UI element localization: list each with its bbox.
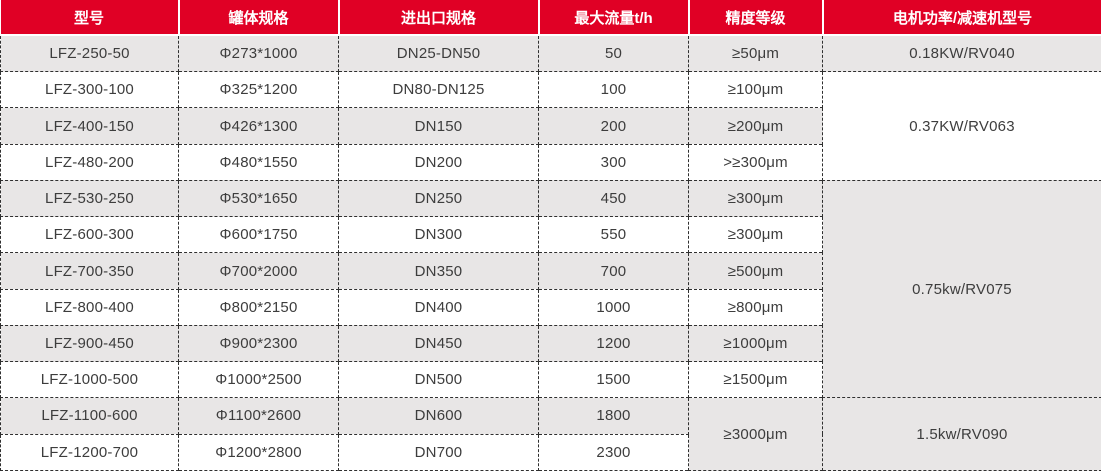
header-row: 型号 罐体规格 进出口规格 最大流量t/h 精度等级 电机功率/减速机型号 [0,0,1101,36]
cell-tank: Φ900*2300 [178,324,339,363]
table-row: LFZ-530-250 Φ530*1650 DN250 450 ≥300μm 0… [0,179,1101,399]
table-row: LFZ-1000-500 Φ1000*2500 DN500 1500 ≥1500… [0,361,1101,399]
cell-precision: >≥300μm [688,143,823,181]
table-row: LFZ-250-50 Φ273*1000 DN25-DN50 50 ≥50μm … [0,34,1101,73]
cell-model: LFZ-800-400 [0,288,179,326]
cell-port: DN600 [338,397,539,435]
table-row: LFZ-800-400 Φ800*2150 DN400 1000 ≥800μm [0,288,1101,326]
table-row: LFZ-600-300 Φ600*1750 DN300 550 ≥300μm [0,216,1101,254]
cell-model: LFZ-300-100 [0,71,179,109]
cell-flow: 1500 [538,361,689,399]
cell-port: DN700 [338,433,539,471]
cell-tank: Φ800*2150 [178,288,339,326]
spec-table-header: 型号 罐体规格 进出口规格 最大流量t/h 精度等级 电机功率/减速机型号 [0,0,1101,36]
cell-port: DN150 [338,107,539,145]
cell-flow: 1000 [538,288,689,326]
cell-precision: ≥50μm [688,34,823,73]
cell-port: DN200 [338,143,539,181]
cell-flow: 550 [538,216,689,254]
cell-motor: 1.5kw/RV090 [822,397,1101,471]
cell-port: DN25-DN50 [338,34,539,73]
cell-precision: ≥1500μm [688,361,823,399]
cell-motor: 0.18KW/RV040 [822,34,1101,73]
col-header-precision: 精度等级 [687,0,823,36]
cell-port: DN350 [338,252,539,290]
cell-tank: Φ325*1200 [178,71,339,109]
cell-flow: 100 [538,71,689,109]
table-row: LFZ-400-150 Φ426*1300 DN150 200 ≥200μm [0,107,1101,145]
table-row: LFZ-900-450 Φ900*2300 DN450 1200 ≥1000μm [0,324,1101,363]
table-row: LFZ-1100-600 Φ1100*2600 DN600 1800 ≥3000… [0,397,1101,471]
cell-model: LFZ-1200-700 [0,433,179,471]
cell-precision: ≥100μm [688,71,823,109]
cell-port: DN80-DN125 [338,71,539,109]
cell-model: LFZ-480-200 [0,143,179,181]
cell-tank: Φ273*1000 [178,34,339,73]
cell-tank: Φ426*1300 [178,107,339,145]
cell-model: LFZ-250-50 [0,34,179,73]
table-row: LFZ-300-100 Φ325*1200 DN80-DN125 100 ≥10… [0,71,1101,181]
cell-flow: 1800 [538,397,689,435]
cell-port: DN250 [338,179,539,218]
cell-model: LFZ-600-300 [0,216,179,254]
cell-flow: 450 [538,179,689,218]
spec-table-body: LFZ-250-50 Φ273*1000 DN25-DN50 50 ≥50μm … [0,34,1101,471]
cell-tank: Φ700*2000 [178,252,339,290]
cell-flow: 1200 [538,324,689,363]
cell-precision: ≥300μm [688,179,823,218]
table-row: LFZ-480-200 Φ480*1550 DN200 300 >≥300μm [0,143,1101,181]
cell-flow: 50 [538,34,689,73]
cell-port: DN500 [338,361,539,399]
cell-flow: 700 [538,252,689,290]
cell-precision: ≥500μm [688,252,823,290]
col-header-model: 型号 [0,0,179,36]
cell-precision: ≥1000μm [688,324,823,363]
cell-precision: ≥800μm [688,288,823,326]
col-header-tank: 罐体规格 [177,0,339,36]
cell-model: LFZ-1100-600 [0,397,179,435]
cell-motor: 0.75kw/RV075 [822,179,1101,399]
cell-port: DN300 [338,216,539,254]
col-header-port: 进出口规格 [337,0,539,36]
cell-tank: Φ1000*2500 [178,361,339,399]
cell-flow: 300 [538,143,689,181]
cell-model: LFZ-530-250 [0,179,179,218]
table-row: LFZ-700-350 Φ700*2000 DN350 700 ≥500μm [0,252,1101,290]
cell-model: LFZ-700-350 [0,252,179,290]
cell-model: LFZ-1000-500 [0,361,179,399]
cell-tank: Φ600*1750 [178,216,339,254]
cell-model: LFZ-900-450 [0,324,179,363]
cell-tank: Φ1200*2800 [178,433,339,471]
cell-model: LFZ-400-150 [0,107,179,145]
col-header-motor: 电机功率/减速机型号 [821,0,1101,36]
cell-tank: Φ480*1550 [178,143,339,181]
cell-motor: 0.37KW/RV063 [822,71,1101,181]
cell-tank: Φ530*1650 [178,179,339,218]
cell-port: DN400 [338,288,539,326]
cell-flow: 200 [538,107,689,145]
cell-flow: 2300 [538,433,689,471]
table-row: LFZ-1200-700 Φ1200*2800 DN700 2300 [0,433,1101,471]
col-header-flow: 最大流量t/h [537,0,689,36]
cell-precision: ≥300μm [688,216,823,254]
cell-precision: ≥3000μm [688,397,823,471]
cell-port: DN450 [338,324,539,363]
cell-tank: Φ1100*2600 [178,397,339,435]
cell-precision: ≥200μm [688,107,823,145]
